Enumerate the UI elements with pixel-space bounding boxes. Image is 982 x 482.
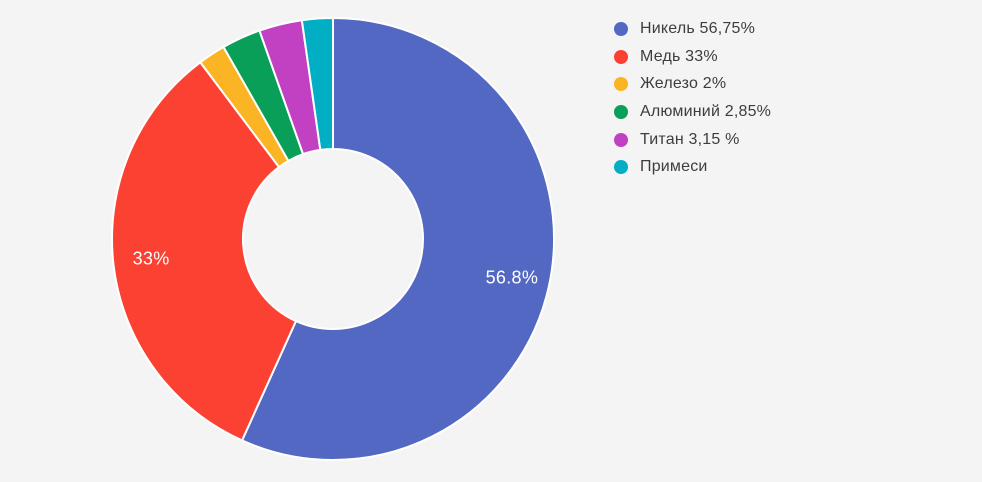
legend-label: Железо 2% — [640, 75, 727, 93]
legend-item-aluminium[interactable]: Алюминий 2,85% — [614, 98, 771, 126]
legend-item-iron[interactable]: Железо 2% — [614, 70, 771, 98]
legend-label: Примеси — [640, 158, 708, 176]
legend-swatch-icon — [614, 49, 628, 64]
legend-item-nickel[interactable]: Никель 56,75% — [614, 15, 771, 43]
pie-slice-1[interactable] — [111, 61, 297, 442]
legend-swatch-icon — [614, 21, 628, 36]
legend-swatch-icon — [614, 160, 628, 175]
legend-label: Никель 56,75% — [640, 19, 756, 37]
pie-slice-0[interactable] — [241, 17, 555, 461]
legend-swatch-icon — [614, 132, 628, 147]
chart-legend: Никель 56,75% Медь 33% Железо 2% Алюмини… — [614, 15, 771, 181]
pie-slice-5[interactable] — [300, 16, 334, 151]
legend-swatch-icon — [614, 77, 628, 92]
legend-item-copper[interactable]: Медь 33% — [614, 43, 771, 71]
legend-item-impurities[interactable]: Примеси — [614, 153, 771, 181]
legend-label: Алюминий 2,85% — [640, 102, 772, 120]
legend-label: Медь 33% — [640, 47, 718, 65]
legend-item-titanium[interactable]: Титан 3,15 % — [614, 126, 771, 154]
legend-label: Титан 3,15 % — [640, 130, 740, 148]
legend-swatch-icon — [614, 104, 628, 119]
